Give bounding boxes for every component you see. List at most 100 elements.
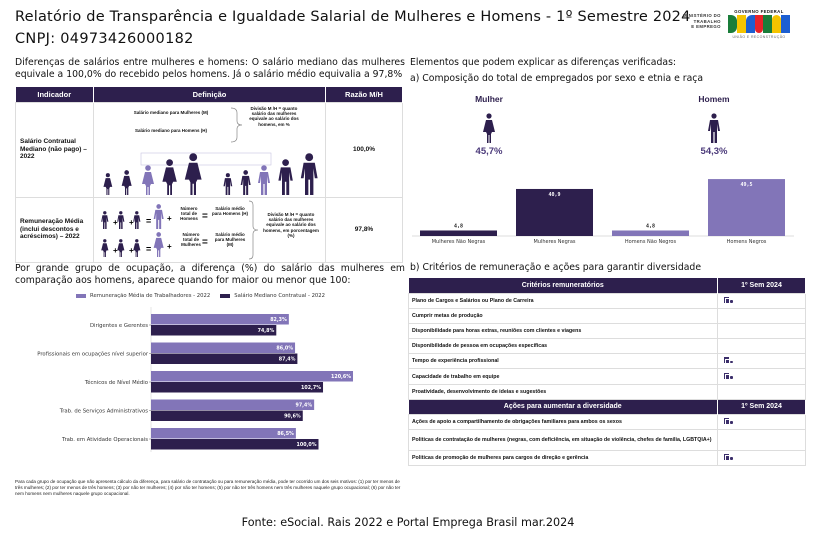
- definition-cell: + + = + + + = + Número total de Homens Número t…: [93, 196, 326, 263]
- bar: [151, 325, 277, 336]
- plus-sign: +: [167, 242, 172, 251]
- logo-top-text: GOVERNO FEDERAL: [734, 9, 784, 14]
- bar-value-label: 87,4%: [279, 357, 296, 363]
- indicator-label: Salário Contratual Mediano (não pago) – …: [15, 101, 94, 198]
- man-icon: [708, 113, 720, 143]
- check-icon: [724, 296, 733, 303]
- criteria-label: Politicas de promoção de mulheres para c…: [408, 449, 718, 467]
- bar-value-label: 120,6%: [331, 374, 351, 380]
- brace-icon: [248, 200, 259, 259]
- woman-icon: [162, 158, 177, 195]
- woman-icon: [133, 238, 141, 257]
- column-bar: [420, 230, 497, 236]
- men-percent: 54,3%: [700, 146, 728, 157]
- man-icon: [153, 203, 164, 229]
- occupation-chart-title: Por grande grupo de ocupação, a diferenç…: [15, 263, 405, 286]
- woman-icon: [103, 172, 113, 195]
- bar: [151, 314, 289, 325]
- woman-icon: [117, 238, 125, 257]
- women-percent: 45,7%: [475, 146, 503, 157]
- category-label: Profissionais em ocupações nível superio…: [37, 351, 149, 358]
- man-icon: [133, 210, 141, 229]
- criteria-label: Disponibilidade para horas extras, reuni…: [408, 322, 718, 340]
- category-label: Trab. em Atividade Operacionais: [61, 437, 148, 443]
- header-ratio: Razão M/H: [325, 87, 403, 102]
- header-indicator: Indicador: [15, 87, 94, 102]
- composition-title: a) Composição do total de empregados por…: [410, 73, 704, 84]
- criteria-status: [717, 292, 806, 309]
- legend-item: Remuneração Média de Trabalhadores - 202…: [76, 293, 210, 299]
- avg-women: Salário médio para Mulheres (M): [214, 231, 246, 248]
- column-value-label: 4,8: [646, 223, 655, 229]
- man-icon: [101, 210, 109, 229]
- bar: [151, 439, 319, 450]
- man-icon: [117, 210, 125, 229]
- plus-sign: +: [129, 218, 134, 227]
- intro-text: Diferenças de salários entre mulheres e …: [15, 57, 405, 80]
- column-value-label: 49,5: [740, 182, 752, 188]
- man-icon: [223, 172, 233, 195]
- criteria-label: Politicas de contratação de mulheres (ne…: [408, 429, 718, 451]
- ministry-line: E EMPREGO: [691, 24, 721, 29]
- logo-bottom-text: UNIÃO E RECONSTRUÇÃO: [732, 35, 786, 39]
- criteria-title: b) Critérios de remuneração e ações para…: [410, 262, 702, 273]
- column-category-label: Mulheres Negras: [533, 239, 575, 245]
- criteria-row: Politicas de promoção de mulheres para c…: [408, 449, 806, 467]
- woman-icon: [101, 238, 109, 257]
- criteria-status: [717, 413, 806, 431]
- avg-men: Salário médio para Homens (H): [212, 205, 249, 216]
- bar: [151, 353, 298, 364]
- indicator-table: Indicador Definição Razão M/H Salário Co…: [15, 87, 403, 263]
- elements-title: Elementos que podem explicar as diferenç…: [410, 57, 677, 68]
- source-text: Fonte: eSocial. Rais 2022 e Portal Empre…: [241, 516, 575, 529]
- table-row: Remuneração Média (inclui descontos e ac…: [15, 196, 403, 263]
- bar: [151, 382, 324, 393]
- column-value-label: 4,8: [454, 223, 463, 229]
- criteria-row: Proatividade, desenvolvimento de ideias …: [408, 383, 806, 400]
- ministry-line: TRABALHO: [693, 18, 721, 24]
- criteria-row: Disponibilidade para horas extras, reuni…: [408, 322, 806, 340]
- woman-icon: [483, 113, 495, 143]
- cnpj: CNPJ: 04973426000182: [15, 31, 194, 47]
- equals-sign: =: [202, 236, 208, 248]
- chart-legend: Remuneração Média de Trabalhadores - 202…: [76, 293, 325, 299]
- def-men: Salário mediano para Homens (H): [134, 127, 208, 133]
- total-women: Número total de Mulheres: [181, 231, 201, 248]
- criteria-status: [717, 338, 806, 355]
- legend-label: Remuneração Média de Trabalhadores - 202…: [90, 293, 211, 299]
- category-label: Trab. de Serviços Administrativos: [59, 409, 148, 415]
- semester-header: 1º Sem 2024: [717, 278, 806, 293]
- def-women: Salário mediano para Mulheres (M): [133, 109, 209, 115]
- people-average-illustration: + + = + + + = +: [101, 203, 172, 257]
- criteria-label: Disponibilidade de pessoa em ocupações e…: [408, 338, 718, 355]
- criteria-row: Cumprir metas de produção: [408, 307, 806, 324]
- brace-icon: [230, 107, 243, 142]
- woman-icon: [153, 231, 164, 257]
- criteria-row: Ações de apoio a compartilhamento de obr…: [408, 413, 806, 431]
- semester-header: 1º Sem 2024: [717, 399, 806, 415]
- man-icon: [278, 158, 293, 195]
- equals-sign: =: [146, 244, 151, 254]
- men-label: Homem: [698, 94, 730, 104]
- criteria-status: [717, 449, 806, 467]
- man-icon: [300, 152, 318, 195]
- ratio-value: 100,0%: [325, 101, 403, 198]
- criteria-label: Ações de apoio a compartilhamento de obr…: [408, 413, 718, 431]
- criteria-row: Disponibilidade de pessoa em ocupações e…: [408, 338, 806, 355]
- criteria-label: Capacidade de trabalho em equipe: [408, 368, 718, 385]
- brasil-logo-blocks: [728, 15, 791, 33]
- check-icon: [724, 417, 733, 424]
- bar-value-label: 74,8%: [258, 328, 275, 334]
- category-label: Dirigentes e Gerentes: [90, 323, 148, 329]
- bar-value-label: 86,0%: [276, 346, 293, 352]
- legend-swatch: [220, 293, 231, 298]
- ministry-line: MINISTÉRIO DO: [683, 13, 721, 18]
- criteria-status: [717, 368, 806, 385]
- equals-sign: =: [202, 210, 208, 222]
- bar: [151, 399, 315, 410]
- column-bar: [612, 230, 689, 236]
- criteria-label: Cumprir metas de produção: [408, 307, 718, 324]
- bar: [151, 342, 296, 353]
- women-label: Mulher: [475, 94, 503, 104]
- bar: [151, 410, 303, 421]
